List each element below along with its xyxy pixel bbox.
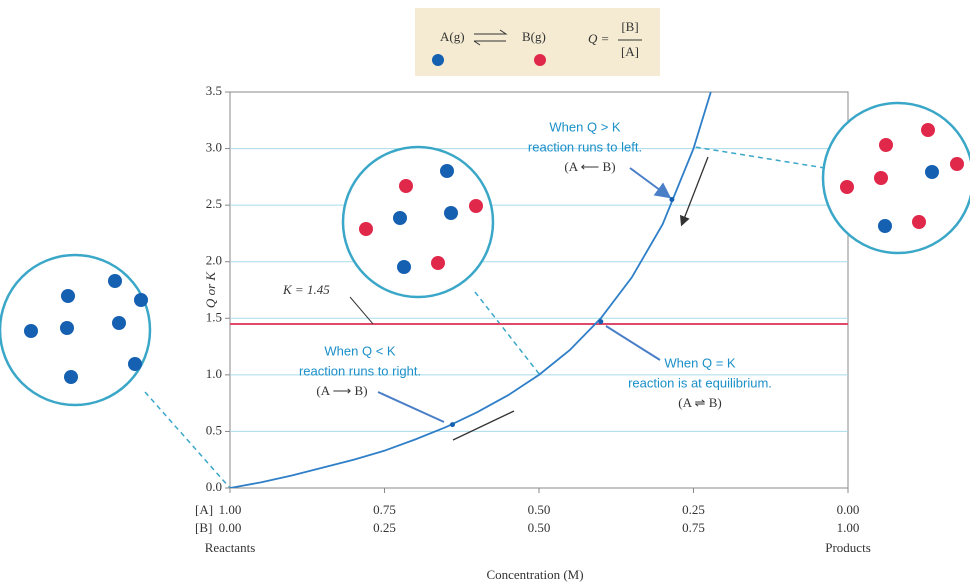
x-tick-label-a: 0.25: [682, 502, 705, 517]
x-tick-label: 1.00: [837, 520, 860, 535]
x-tick-label-a: 0.50: [528, 502, 551, 517]
x-tick-label-a: 0.00: [837, 502, 860, 517]
marker: [449, 422, 455, 428]
reactant: A(g): [440, 29, 465, 44]
pointer-arrow: [377, 167, 668, 423]
annotation: When Q > K: [549, 119, 620, 134]
y-axis-label: Q or K: [203, 271, 218, 308]
direction-arrow: [452, 156, 709, 441]
row-a-label: [A]: [195, 502, 213, 517]
x-tick-label: 0.25: [373, 520, 396, 535]
circle-left: [0, 253, 152, 407]
x-tick-label: 0.00: [219, 520, 242, 535]
numerator: [B]: [621, 19, 638, 34]
y-tick-label: 2.0: [206, 253, 222, 268]
y-tick-label: 3.5: [206, 83, 222, 98]
k-label: K = 1.45: [282, 282, 330, 297]
annotation: reaction runs to left.: [528, 139, 642, 154]
k-leader: [349, 296, 374, 325]
annotation: (A ⇌ B): [678, 395, 721, 410]
annotation: (A ⟵ B): [564, 159, 615, 174]
marker: [669, 196, 675, 202]
y-tick-label: 1.5: [206, 309, 222, 324]
annotation: reaction runs to right.: [299, 363, 421, 378]
marker: [598, 319, 604, 325]
row-b-label: [B]: [195, 520, 212, 535]
annotation: When Q = K: [664, 355, 735, 370]
y-tick-label: 2.5: [206, 196, 222, 211]
x-tick-label: 0.50: [528, 520, 551, 535]
x-axis-label: Concentration (M): [486, 567, 583, 582]
y-tick-label: 3.0: [206, 140, 222, 155]
right-label: Products: [825, 540, 871, 555]
annotation: reaction is at equilibrium.: [628, 375, 772, 390]
circle-right: [821, 101, 970, 255]
circle-middle: [341, 145, 495, 299]
q-label: Q =: [588, 31, 609, 46]
x-tick-label-a: 0.75: [373, 502, 396, 517]
annotation: (A ⟶ B): [316, 383, 367, 398]
x-tick-label: 0.75: [682, 520, 705, 535]
leader: [144, 146, 826, 489]
annotation: When Q < K: [324, 343, 395, 358]
product: B(g): [522, 29, 546, 44]
y-tick-label: 0.0: [206, 479, 222, 494]
header: A(g) B(g) Q = [B] [A]: [415, 8, 660, 76]
x-tick-label-a: 1.00: [219, 502, 242, 517]
q-curve: [230, 92, 712, 488]
y-tick-label: 1.0: [206, 366, 222, 381]
left-label: Reactants: [205, 540, 256, 555]
denominator: [A]: [621, 44, 639, 59]
y-tick-label: 0.5: [206, 422, 222, 437]
